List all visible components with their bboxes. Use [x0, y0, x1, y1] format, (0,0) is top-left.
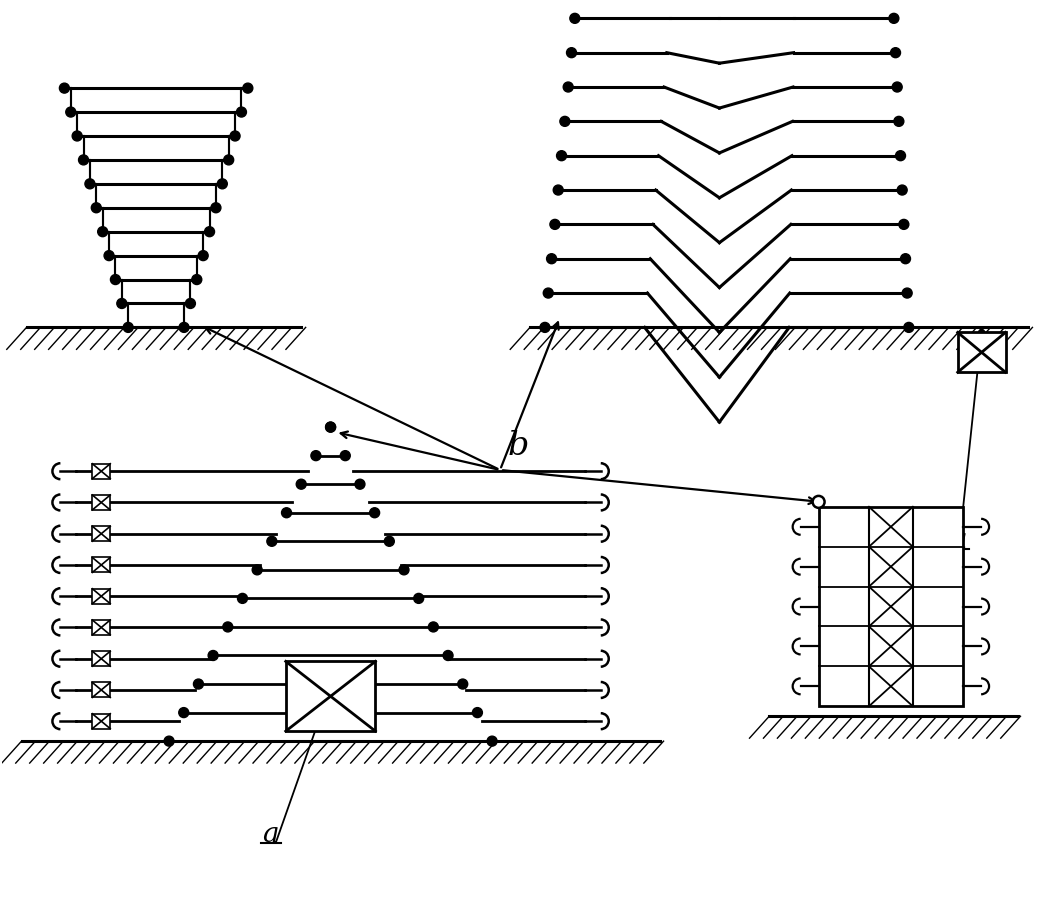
- Circle shape: [891, 48, 901, 58]
- Circle shape: [540, 323, 550, 332]
- Circle shape: [72, 131, 82, 141]
- Circle shape: [237, 593, 247, 603]
- Circle shape: [164, 736, 174, 746]
- Circle shape: [193, 679, 204, 689]
- Circle shape: [205, 226, 214, 237]
- Circle shape: [543, 288, 553, 298]
- Bar: [286, 661, 376, 731]
- Bar: [92, 589, 111, 603]
- Circle shape: [413, 593, 424, 603]
- Circle shape: [550, 219, 560, 229]
- Circle shape: [192, 274, 201, 284]
- Circle shape: [888, 14, 899, 23]
- Circle shape: [111, 274, 120, 284]
- Circle shape: [899, 219, 909, 229]
- Circle shape: [208, 650, 218, 660]
- Circle shape: [223, 155, 234, 165]
- Text: a: a: [262, 821, 279, 848]
- Bar: [92, 464, 111, 479]
- Circle shape: [267, 536, 277, 547]
- Circle shape: [78, 155, 89, 165]
- Bar: [957, 332, 1005, 372]
- Circle shape: [237, 107, 246, 117]
- Circle shape: [556, 150, 567, 160]
- Circle shape: [570, 14, 579, 23]
- Bar: [92, 682, 111, 698]
- Bar: [92, 620, 111, 635]
- Circle shape: [104, 250, 114, 260]
- Bar: [92, 713, 111, 729]
- Circle shape: [904, 323, 914, 332]
- Circle shape: [370, 508, 380, 518]
- Circle shape: [355, 480, 365, 489]
- Circle shape: [326, 422, 335, 432]
- Circle shape: [317, 689, 324, 694]
- Circle shape: [243, 83, 253, 94]
- Circle shape: [894, 116, 904, 127]
- Circle shape: [326, 422, 335, 432]
- Circle shape: [311, 450, 321, 460]
- Circle shape: [567, 48, 576, 58]
- Circle shape: [563, 82, 573, 92]
- Circle shape: [211, 203, 221, 213]
- Circle shape: [384, 536, 395, 547]
- Circle shape: [443, 650, 453, 660]
- Circle shape: [473, 708, 482, 718]
- Circle shape: [253, 565, 262, 575]
- Circle shape: [91, 203, 101, 213]
- Circle shape: [399, 565, 409, 575]
- Circle shape: [296, 480, 306, 489]
- Bar: [818, 507, 964, 706]
- Circle shape: [282, 508, 291, 518]
- Circle shape: [230, 131, 240, 141]
- Circle shape: [222, 622, 233, 632]
- Text: a: a: [950, 526, 967, 554]
- Circle shape: [186, 299, 195, 308]
- Circle shape: [902, 288, 912, 298]
- Circle shape: [812, 496, 825, 508]
- Circle shape: [66, 107, 76, 117]
- Circle shape: [897, 185, 907, 195]
- Circle shape: [893, 82, 902, 92]
- Circle shape: [428, 622, 438, 632]
- Bar: [92, 558, 111, 572]
- Circle shape: [198, 250, 208, 260]
- Circle shape: [117, 299, 126, 308]
- Circle shape: [901, 254, 910, 264]
- Circle shape: [179, 708, 189, 718]
- Bar: [92, 526, 111, 541]
- Circle shape: [896, 150, 905, 160]
- Circle shape: [217, 179, 228, 189]
- Circle shape: [553, 185, 563, 195]
- Circle shape: [123, 323, 134, 332]
- Bar: [92, 651, 111, 666]
- Circle shape: [547, 254, 556, 264]
- Circle shape: [60, 83, 69, 94]
- Circle shape: [488, 736, 497, 746]
- Circle shape: [85, 179, 95, 189]
- Bar: [92, 495, 111, 510]
- Circle shape: [457, 679, 468, 689]
- Circle shape: [560, 116, 570, 127]
- Circle shape: [340, 450, 350, 460]
- Text: b: b: [508, 430, 529, 462]
- Circle shape: [978, 329, 984, 336]
- Circle shape: [98, 226, 108, 237]
- Circle shape: [179, 323, 189, 332]
